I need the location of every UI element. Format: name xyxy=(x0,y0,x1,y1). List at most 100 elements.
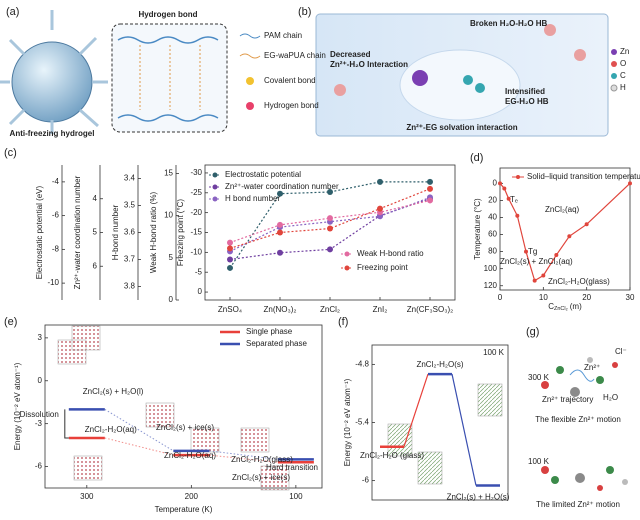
panel-label: (c) xyxy=(4,147,17,159)
annotation: Zn²⁺ trajectory xyxy=(542,395,593,404)
x-tick-label: 100 xyxy=(289,492,303,501)
marker xyxy=(427,185,433,192)
legend-label: Hydrogen bond xyxy=(264,101,319,110)
y-tick-label: 40 xyxy=(488,213,497,222)
legend-label: Single phase xyxy=(246,327,293,336)
axis-label-part: C xyxy=(548,302,554,311)
legend-marker xyxy=(212,196,218,202)
y-tick-label: -30 xyxy=(190,168,202,177)
y-tick-label: -20 xyxy=(190,208,202,217)
y-tick-label: 80 xyxy=(488,247,497,256)
panel-a-art xyxy=(0,10,261,134)
axis-label: Energy (10⁻² eV atom⁻¹) xyxy=(13,362,22,450)
axis-label-part: (m) xyxy=(570,302,582,311)
structure-image xyxy=(190,427,220,453)
marker xyxy=(227,264,233,271)
transition xyxy=(403,373,429,447)
x-tick-label: 200 xyxy=(185,492,199,501)
legend-label: EG-waPUA chain xyxy=(264,51,326,60)
marker xyxy=(498,181,502,186)
x-tick-label: ZnI₂ xyxy=(373,305,388,314)
y-tick-label: -10 xyxy=(47,278,59,287)
x-tick-label: Zn(NO₃)₂ xyxy=(263,305,296,314)
annotation: ZnCl₂-H₂O(glass) xyxy=(231,455,293,464)
annotation: Zn²⁺-EG solvation interaction xyxy=(406,123,517,132)
annotation: 100 K xyxy=(483,348,505,357)
panel-g-art xyxy=(541,357,628,491)
structure-image xyxy=(240,427,270,453)
marker xyxy=(524,249,528,254)
y-tick-label: -4.8 xyxy=(355,359,369,368)
panel-label: (g) xyxy=(526,326,539,338)
y-tick-label: -8 xyxy=(52,244,60,253)
x-tick-label: 20 xyxy=(582,293,591,302)
marker xyxy=(277,221,283,228)
panel-label: (a) xyxy=(6,6,19,18)
axis-label-part: ZnCl₂ xyxy=(554,306,568,312)
annotation: EG-H₂O HB xyxy=(505,97,549,106)
legend-label: C xyxy=(620,71,626,80)
annotation: ZnCl₂-H₂O(aq) xyxy=(164,451,216,460)
x-tick-label: 10 xyxy=(539,293,548,302)
marker xyxy=(277,249,283,256)
x-tick-label: 0 xyxy=(498,293,503,302)
structure-image xyxy=(260,465,290,491)
annotation: Decreased xyxy=(330,50,371,59)
axis-label: Energy (10⁻² eV atom⁻¹) xyxy=(343,378,352,466)
connector xyxy=(209,454,278,463)
marker xyxy=(327,189,333,195)
annotation: Tg xyxy=(528,247,537,256)
legend-label: H xyxy=(620,83,626,92)
y-tick-label: 3 xyxy=(38,333,43,342)
marker xyxy=(377,205,383,212)
y-tick-label: -5 xyxy=(195,267,203,276)
axis-label: Temperature (K) xyxy=(155,505,213,514)
marker xyxy=(227,239,233,246)
x-tick-label: 30 xyxy=(626,293,635,302)
y-tick-label: 3.8 xyxy=(124,282,136,291)
legend-marker xyxy=(344,251,350,257)
y-tick-label: -4 xyxy=(52,177,60,186)
marker xyxy=(502,186,507,191)
annotation: ZnCl₂(aq) xyxy=(545,205,580,214)
marker xyxy=(277,190,283,197)
annotation: 100 K xyxy=(528,457,550,466)
y-tick-label: 5 xyxy=(169,253,174,262)
connector xyxy=(104,408,174,452)
annotation: ZnCl₂-H₂O(aq) xyxy=(85,425,137,434)
y-tick-label: -6 xyxy=(35,462,43,471)
marker xyxy=(277,229,283,236)
panel-b-art xyxy=(315,13,618,137)
legend-label: Separated phase xyxy=(246,339,307,348)
y-tick-label: -5.4 xyxy=(355,418,369,427)
y-tick-label: -3 xyxy=(35,419,43,428)
y-tick-label: 0 xyxy=(38,376,43,385)
marker xyxy=(327,215,333,222)
panel-label: (f) xyxy=(338,316,348,328)
marker xyxy=(554,253,559,258)
plot-frame xyxy=(499,167,631,291)
structure-image xyxy=(417,451,443,485)
arrow xyxy=(64,409,69,439)
plot-frame xyxy=(44,324,323,489)
y-tick-label: 3.4 xyxy=(124,174,136,183)
y-tick-label: -15 xyxy=(190,228,202,237)
caption: Anti-freezing hydrogel xyxy=(10,129,95,138)
legend-label: Weak H-bond ratio xyxy=(357,249,424,258)
axis-label: Temperature (°C) xyxy=(473,198,482,260)
y-tick-label: 5 xyxy=(93,228,98,237)
y-tick-label: 100 xyxy=(484,264,498,273)
x-tick-label: ZnSO₄ xyxy=(218,305,242,314)
legend-label: Zn²⁺-water coordination number xyxy=(225,182,339,191)
marker xyxy=(427,197,433,204)
panel-label: (e) xyxy=(4,316,17,328)
annotation: Dissolution xyxy=(20,410,59,419)
annotation: Zn²⁺-H₂O Interaction xyxy=(330,60,408,69)
annotation: The limited Zn²⁺ motion xyxy=(536,500,620,509)
annotation: ZnCl₂(s) + ZnCl₂(aq) xyxy=(500,257,573,266)
y-tick-label: 15 xyxy=(164,169,173,178)
axis-label: Freezing point (°C) xyxy=(176,199,185,267)
marker xyxy=(227,256,233,263)
marker xyxy=(427,178,433,185)
y-tick-label: 0 xyxy=(169,295,174,304)
